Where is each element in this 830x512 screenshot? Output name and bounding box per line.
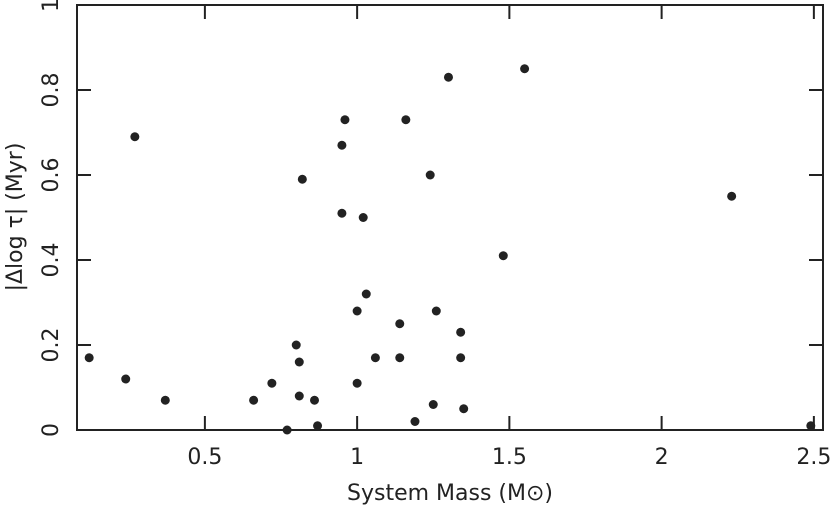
point — [121, 374, 131, 384]
point — [401, 115, 411, 125]
point — [456, 353, 466, 363]
point — [395, 319, 405, 329]
point — [282, 425, 292, 435]
point — [84, 353, 94, 363]
point — [520, 64, 530, 74]
point — [425, 170, 435, 180]
y-tick-label: 1 — [39, 0, 64, 12]
point — [727, 191, 737, 201]
x-tick-label: 1.5 — [492, 445, 527, 470]
point — [294, 357, 304, 367]
x-tick-label: 0.5 — [187, 445, 222, 470]
x-tick-label: 2.5 — [796, 445, 830, 470]
point — [395, 353, 405, 363]
point — [443, 72, 453, 82]
point — [130, 132, 140, 142]
point — [410, 417, 420, 426]
y-tick-label: 0.2 — [39, 328, 64, 363]
point — [352, 306, 362, 316]
point — [310, 395, 320, 405]
point — [249, 395, 259, 405]
point — [267, 378, 277, 388]
point — [352, 378, 362, 388]
point — [431, 306, 441, 316]
point — [459, 404, 469, 414]
x-tick-label: 1 — [350, 445, 364, 470]
point — [313, 421, 323, 431]
point — [337, 140, 347, 150]
point — [428, 400, 438, 409]
y-tick-label: 0.8 — [39, 73, 64, 108]
point — [370, 353, 380, 363]
point — [340, 115, 350, 125]
point — [160, 395, 170, 405]
y-tick-label: 0.4 — [39, 243, 64, 278]
x-tick-label: 2 — [655, 445, 669, 470]
plot-frame — [76, 4, 824, 431]
point — [297, 174, 307, 184]
point — [361, 289, 371, 299]
y-tick-label: 0 — [39, 423, 64, 437]
point — [337, 208, 347, 218]
y-tick-label: 0.6 — [39, 158, 64, 193]
point — [806, 421, 816, 431]
point — [294, 391, 304, 401]
point — [498, 251, 508, 261]
point — [456, 327, 466, 337]
y-axis-label: |Δlog τ| (Myr) — [3, 143, 28, 292]
x-axis-label: System Mass (M⊙) — [347, 481, 553, 506]
point — [291, 340, 301, 350]
point — [358, 213, 368, 222]
